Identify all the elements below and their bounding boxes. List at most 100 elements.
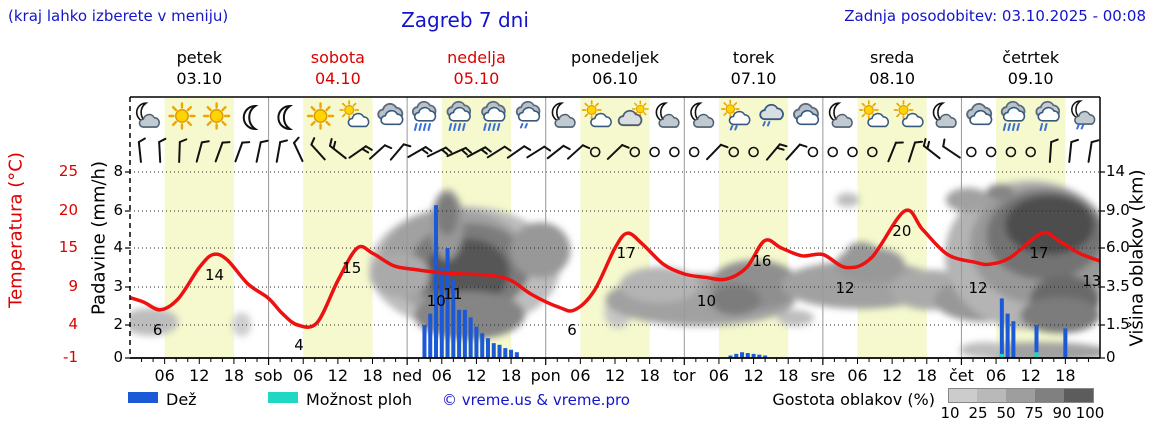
calm-wind-icon bbox=[728, 146, 740, 158]
day-name: nedelja bbox=[447, 48, 506, 67]
wind-barb-icon bbox=[486, 145, 512, 159]
wind-barb-icon bbox=[407, 146, 433, 158]
cloud-scale-segment bbox=[948, 388, 978, 403]
temp-axis-label: Temperatura (°C) bbox=[5, 152, 27, 308]
hour-label: 18 bbox=[916, 366, 937, 385]
cloud-tick-label: 14 bbox=[1106, 162, 1126, 180]
calm-wind-icon bbox=[985, 146, 997, 158]
cloud-tick-label: 3.5 bbox=[1106, 277, 1130, 295]
day-name: petek bbox=[176, 48, 222, 67]
rain-bars bbox=[422, 205, 1068, 358]
wind-barb-icon bbox=[234, 141, 251, 163]
hour-label: 12 bbox=[466, 366, 487, 385]
precip-tick-label: 2 bbox=[113, 315, 123, 333]
temp-tick-label: 9 bbox=[68, 277, 78, 295]
cloud-scale-segment bbox=[1035, 388, 1064, 403]
day-name: ponedeljek bbox=[571, 48, 659, 67]
calm-wind-icon bbox=[1025, 146, 1037, 158]
hour-label: 18 bbox=[639, 366, 660, 385]
hour-label: 06 bbox=[293, 366, 314, 385]
temp-value-label: 6 bbox=[152, 320, 163, 339]
temp-tick-label: 20 bbox=[58, 201, 78, 219]
wind-barb-icon bbox=[922, 138, 941, 160]
wind-barb-icon bbox=[255, 139, 269, 163]
calm-wind-icon bbox=[807, 146, 819, 158]
hour-label: 06 bbox=[431, 366, 452, 385]
temp-value-label: 14 bbox=[204, 265, 225, 284]
cloud-scale-segment bbox=[1006, 388, 1035, 403]
wind-barb-icon bbox=[1087, 139, 1100, 163]
cloud-tick-label: 6.0 bbox=[1106, 238, 1130, 256]
weather-icons-row bbox=[135, 99, 1096, 131]
temp-value-label: 12 bbox=[968, 278, 988, 297]
wind-barb-icon bbox=[137, 137, 146, 163]
precip-tick-label: 0 bbox=[113, 348, 123, 366]
sun-icon bbox=[202, 102, 231, 130]
moon-cloud-icon bbox=[828, 102, 853, 128]
page-title: Zagreb 7 dni bbox=[401, 8, 529, 32]
temp-tick-label: -1 bbox=[63, 348, 78, 366]
rain-icon bbox=[1000, 100, 1026, 131]
day-date: 08.10 bbox=[869, 69, 916, 88]
hour-label: 12 bbox=[604, 366, 626, 385]
cloud-scale-label: 25 bbox=[968, 404, 988, 422]
calm-wind-icon bbox=[669, 146, 680, 158]
hour-label: 18 bbox=[223, 366, 245, 385]
moon-icon bbox=[277, 104, 294, 131]
temp-value-label: 15 bbox=[342, 259, 362, 277]
sun-cloud-icon bbox=[893, 100, 924, 128]
day-date: 09.10 bbox=[1007, 69, 1054, 88]
moon-cloud-icon bbox=[135, 102, 160, 128]
moon-cloud-icon bbox=[551, 102, 576, 128]
axis-ticks bbox=[125, 171, 1105, 365]
cloud-tick-label: 1.5 bbox=[1106, 315, 1130, 333]
day-abbrev-label: sob bbox=[254, 366, 283, 385]
day-abbrev-label: pon bbox=[530, 366, 561, 385]
temp-value-label: 20 bbox=[892, 222, 912, 240]
day-date: 07.10 bbox=[730, 69, 777, 88]
cloud-drizzle-icon bbox=[759, 103, 784, 127]
moon-cloud-icon bbox=[655, 102, 680, 128]
wind-barb-icon bbox=[942, 138, 961, 159]
moon-cloud-icon bbox=[690, 102, 715, 128]
cloud-scale-label: 75 bbox=[1024, 404, 1044, 422]
temp-value-label: 16 bbox=[752, 251, 772, 270]
shower-legend-swatch bbox=[268, 392, 298, 403]
hour-label: 18 bbox=[500, 366, 522, 385]
cloud-scale-label: 100 bbox=[1075, 404, 1105, 422]
wind-barb-icon bbox=[293, 136, 304, 163]
sun-cloud-drizzle-icon bbox=[720, 99, 751, 131]
moon-cloud-drizzle-icon bbox=[1071, 100, 1096, 130]
rain-legend-swatch bbox=[128, 392, 158, 403]
wind-barb-icon bbox=[275, 139, 288, 163]
calm-wind-icon bbox=[847, 146, 858, 158]
day-name: sreda bbox=[869, 48, 915, 67]
clouds-icon bbox=[966, 102, 993, 126]
wind-barb-icon bbox=[1068, 138, 1080, 163]
rain-icon bbox=[481, 100, 506, 131]
sun-icon bbox=[168, 102, 196, 130]
temp-value-label: 13 bbox=[1082, 272, 1102, 290]
precip-axis-label: Padavine (mm/h) bbox=[88, 161, 110, 315]
temp-tick-label: 15 bbox=[58, 238, 78, 256]
hour-label: 06 bbox=[154, 366, 175, 385]
copyright-link[interactable]: © vreme.us & vreme.pro bbox=[442, 391, 630, 409]
moon-icon bbox=[242, 104, 259, 131]
day-date: 03.10 bbox=[176, 69, 223, 88]
wind-barb-icon bbox=[446, 146, 472, 158]
wind-barb-icon bbox=[310, 137, 326, 161]
calm-wind-icon bbox=[966, 146, 977, 158]
drizzle-icon bbox=[515, 100, 541, 129]
shower-legend-label: Možnost ploh bbox=[306, 390, 413, 409]
calm-wind-icon bbox=[629, 146, 641, 158]
wind-barb-icon bbox=[426, 146, 453, 158]
day-date: 06.10 bbox=[592, 69, 638, 88]
temp-value-label: 11 bbox=[443, 285, 463, 303]
wind-barb-icon bbox=[328, 138, 347, 160]
temp-value-label: 10 bbox=[696, 291, 716, 310]
hour-label: 06 bbox=[708, 366, 730, 385]
wind-barb-icon bbox=[178, 138, 188, 163]
day-abbrev-label: sre bbox=[810, 366, 836, 385]
day-date: 05.10 bbox=[453, 69, 500, 88]
